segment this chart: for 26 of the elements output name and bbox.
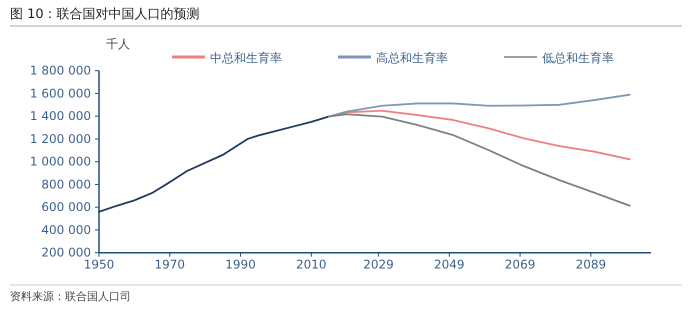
y-tick-label: 1 400 000 bbox=[30, 109, 91, 124]
x-tick-label: 2029 bbox=[363, 258, 394, 272]
chart-title: 图 10：联合国对中国人口的预测 bbox=[10, 7, 200, 22]
legend-label: 中总和生育率 bbox=[210, 51, 282, 65]
y-tick-label: 1 000 000 bbox=[30, 154, 91, 169]
line-series bbox=[328, 94, 631, 118]
y-tick-label: 800 000 bbox=[41, 177, 91, 192]
x-tick-label: 2049 bbox=[434, 258, 465, 272]
text: 资料来源：联合国人口司 bbox=[10, 290, 131, 303]
legend-label: 高总和生育率 bbox=[376, 51, 448, 65]
x-tick-label: 1970 bbox=[154, 258, 186, 272]
y-tick-label: 600 000 bbox=[41, 200, 91, 214]
line-series bbox=[98, 116, 330, 213]
line-series bbox=[328, 113, 631, 207]
x-tick-label: 2010 bbox=[296, 258, 327, 272]
x-tick-label: 1990 bbox=[225, 258, 256, 272]
y-tick-label: 400 000 bbox=[41, 222, 91, 237]
y-tick-label: 1 600 000 bbox=[30, 86, 91, 100]
legend-label: 低总和生育率 bbox=[542, 51, 614, 65]
y-axis-title: 千人 bbox=[106, 37, 130, 51]
x-tick-label: 2069 bbox=[504, 258, 536, 272]
y-tick-label: 200 000 bbox=[41, 246, 91, 260]
x-tick-label: 2089 bbox=[576, 258, 606, 272]
y-tick-label: 1 800 000 bbox=[30, 64, 91, 78]
y-tick-label: 1 200 000 bbox=[30, 132, 91, 146]
x-tick-label: 1950 bbox=[84, 258, 114, 272]
